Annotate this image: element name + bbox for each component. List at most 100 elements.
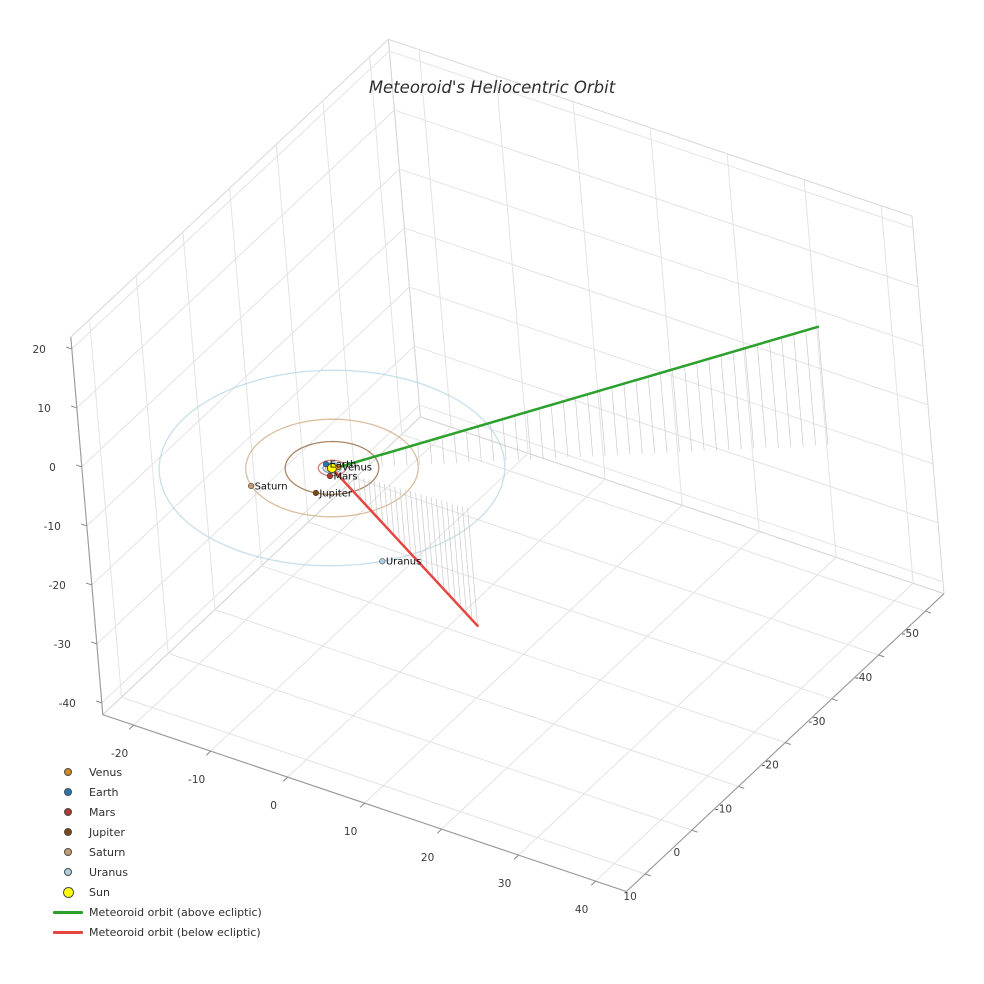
x-tick-label: 40 (575, 904, 588, 916)
x-tick-label: 0 (270, 800, 277, 812)
x-tick-mark (436, 828, 442, 834)
meteoroid-orbit-below-line (331, 467, 479, 628)
z-tick-mark (75, 464, 82, 468)
earth-dot (64, 788, 72, 796)
drop-line (462, 506, 473, 620)
legend-item-mars: Mars (52, 802, 262, 822)
legend-item-sun: Sun (52, 882, 262, 902)
z-tick-label: 0 (49, 462, 56, 474)
x-tick-label: 20 (421, 852, 434, 864)
gridline (364, 504, 683, 804)
x-tick-label: -10 (188, 774, 205, 786)
drop-line (647, 376, 656, 454)
z-tick-mark (80, 523, 87, 527)
saturn-dot (64, 848, 72, 856)
drop-line (478, 426, 482, 462)
drop-line (347, 472, 350, 488)
drop-line (430, 497, 439, 584)
x-tick-mark (590, 880, 596, 886)
y-tick-mark (691, 829, 698, 833)
planet-uranus (379, 558, 386, 565)
drop-line (514, 415, 519, 461)
drop-line (659, 372, 668, 453)
drop-line (404, 489, 412, 554)
legend-marker-icon-jupiter (52, 828, 84, 836)
drop-line (817, 326, 829, 445)
legend-marker-icon-venus (52, 768, 84, 776)
legend-line-swatch-meteoroid-below (52, 930, 84, 934)
gridline (81, 168, 400, 468)
z-tick-label: -10 (44, 521, 61, 533)
gridline (76, 109, 395, 409)
drop-line (389, 485, 395, 536)
drop-line (696, 362, 705, 451)
drop-line (456, 504, 467, 614)
drop-line (384, 483, 389, 530)
planet-venus (335, 463, 342, 470)
legend-label-venus: Venus (89, 765, 123, 779)
x-tick-mark (128, 724, 134, 730)
z-tick-label: 10 (37, 403, 50, 415)
drop-line (417, 443, 420, 465)
drop-line (378, 482, 384, 524)
meteoroid-below-line-sample (53, 930, 83, 934)
z-tick-mark (90, 641, 97, 645)
drop-line (611, 387, 618, 456)
drop-line (467, 507, 478, 626)
drop-line (441, 500, 451, 596)
drop-line (756, 344, 767, 448)
drop-line (380, 454, 383, 467)
drop-line (429, 440, 433, 465)
drop-line (415, 492, 423, 566)
gridline (495, 75, 529, 454)
drop-line (720, 355, 730, 450)
gridline (287, 478, 606, 778)
z-tick-mark (95, 700, 102, 704)
planet-saturn (248, 482, 255, 489)
drop-line (769, 341, 779, 448)
gridline (101, 404, 420, 704)
gridline (518, 556, 837, 856)
drop-line (399, 488, 406, 548)
legend-line-swatch-meteoroid-above (52, 910, 84, 914)
orbit-jupiter (284, 440, 380, 496)
legend-label-saturn: Saturn (89, 845, 126, 859)
gridline (418, 49, 452, 428)
chart-title: Meteoroid's Heliocentric Orbit (368, 78, 616, 97)
planet-label-venus: Venus (342, 462, 372, 473)
y-tick-mark (738, 785, 745, 789)
drop-line (550, 404, 556, 459)
drop-line (744, 348, 755, 449)
drop-line (453, 433, 457, 464)
z-tick-label: -20 (49, 580, 66, 592)
legend-marker-icon-earth (52, 788, 84, 796)
gridline (86, 227, 405, 527)
legend-item-jupiter: Jupiter (52, 822, 262, 842)
x-tick-label: 10 (344, 826, 357, 838)
drop-line (781, 337, 792, 447)
x-tick-mark (359, 802, 365, 808)
sun-dot (62, 886, 74, 898)
y-tick-label: -10 (715, 803, 732, 815)
y-tick-mark (644, 873, 651, 877)
drop-line (805, 330, 816, 446)
x-tick-mark (513, 854, 519, 860)
drop-line (368, 458, 371, 468)
drop-line (420, 494, 428, 572)
drop-line (436, 498, 445, 590)
legend-label-uranus: Uranus (89, 865, 128, 879)
meteoroid-above-line-sample (53, 910, 83, 914)
planet-label-jupiter: Jupiter (318, 488, 352, 499)
gridline (595, 582, 914, 882)
y-tick-label: 10 (623, 891, 636, 903)
gridline (726, 153, 760, 532)
y-tick-label: -30 (808, 716, 825, 728)
planet-label-uranus: Uranus (386, 557, 421, 568)
drop-line (490, 422, 495, 462)
legend-marker-icon-sun (52, 886, 84, 898)
planet-label-saturn: Saturn (255, 481, 288, 492)
y-tick-mark (785, 742, 792, 745)
jupiter-dot (64, 828, 72, 836)
drop-line (684, 365, 693, 452)
